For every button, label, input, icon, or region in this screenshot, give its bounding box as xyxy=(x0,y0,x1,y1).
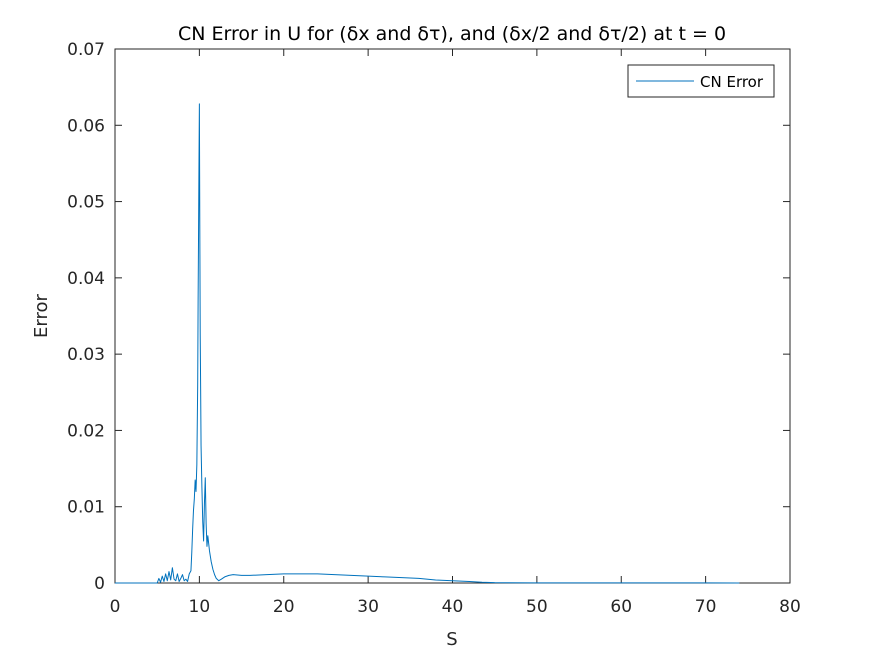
x-tick-label: 50 xyxy=(526,597,548,617)
y-tick-label: 0 xyxy=(94,574,105,594)
x-tick-label: 20 xyxy=(273,597,295,617)
x-tick-label: 40 xyxy=(442,597,464,617)
legend: CN Error xyxy=(627,64,775,98)
y-tick-label: 0.01 xyxy=(67,498,105,518)
legend-label-cn-error: CN Error xyxy=(700,73,764,91)
plot-area xyxy=(114,48,791,584)
y-tick-label: 0.02 xyxy=(67,421,105,441)
x-tick-label: 80 xyxy=(779,597,801,617)
x-tick-label: 70 xyxy=(695,597,717,617)
x-tick-label: 60 xyxy=(610,597,632,617)
y-tick-label: 0.05 xyxy=(67,193,105,213)
y-tick-label: 0.07 xyxy=(67,40,105,60)
series-line-0 xyxy=(115,103,740,584)
x-axis-label: S xyxy=(446,629,457,650)
x-tick-label: 10 xyxy=(189,597,211,617)
y-tick-label: 0.04 xyxy=(67,269,105,289)
x-tick-label: 30 xyxy=(357,597,379,617)
y-tick-label: 0.03 xyxy=(67,345,105,365)
y-axis-label: Error xyxy=(31,293,52,337)
series-layer xyxy=(115,103,740,584)
y-tick-label: 0.06 xyxy=(67,116,105,136)
chart-title: CN Error in U for (δx and δτ), and (δx/2… xyxy=(178,23,726,45)
x-axis-ticks: 0 10 20 30 40 50 60 70 80 xyxy=(110,49,801,617)
x-tick-label: 0 xyxy=(110,597,121,617)
y-axis-ticks: 0 0.01 0.02 0.03 0.04 0.05 0.06 0.07 xyxy=(67,40,790,594)
